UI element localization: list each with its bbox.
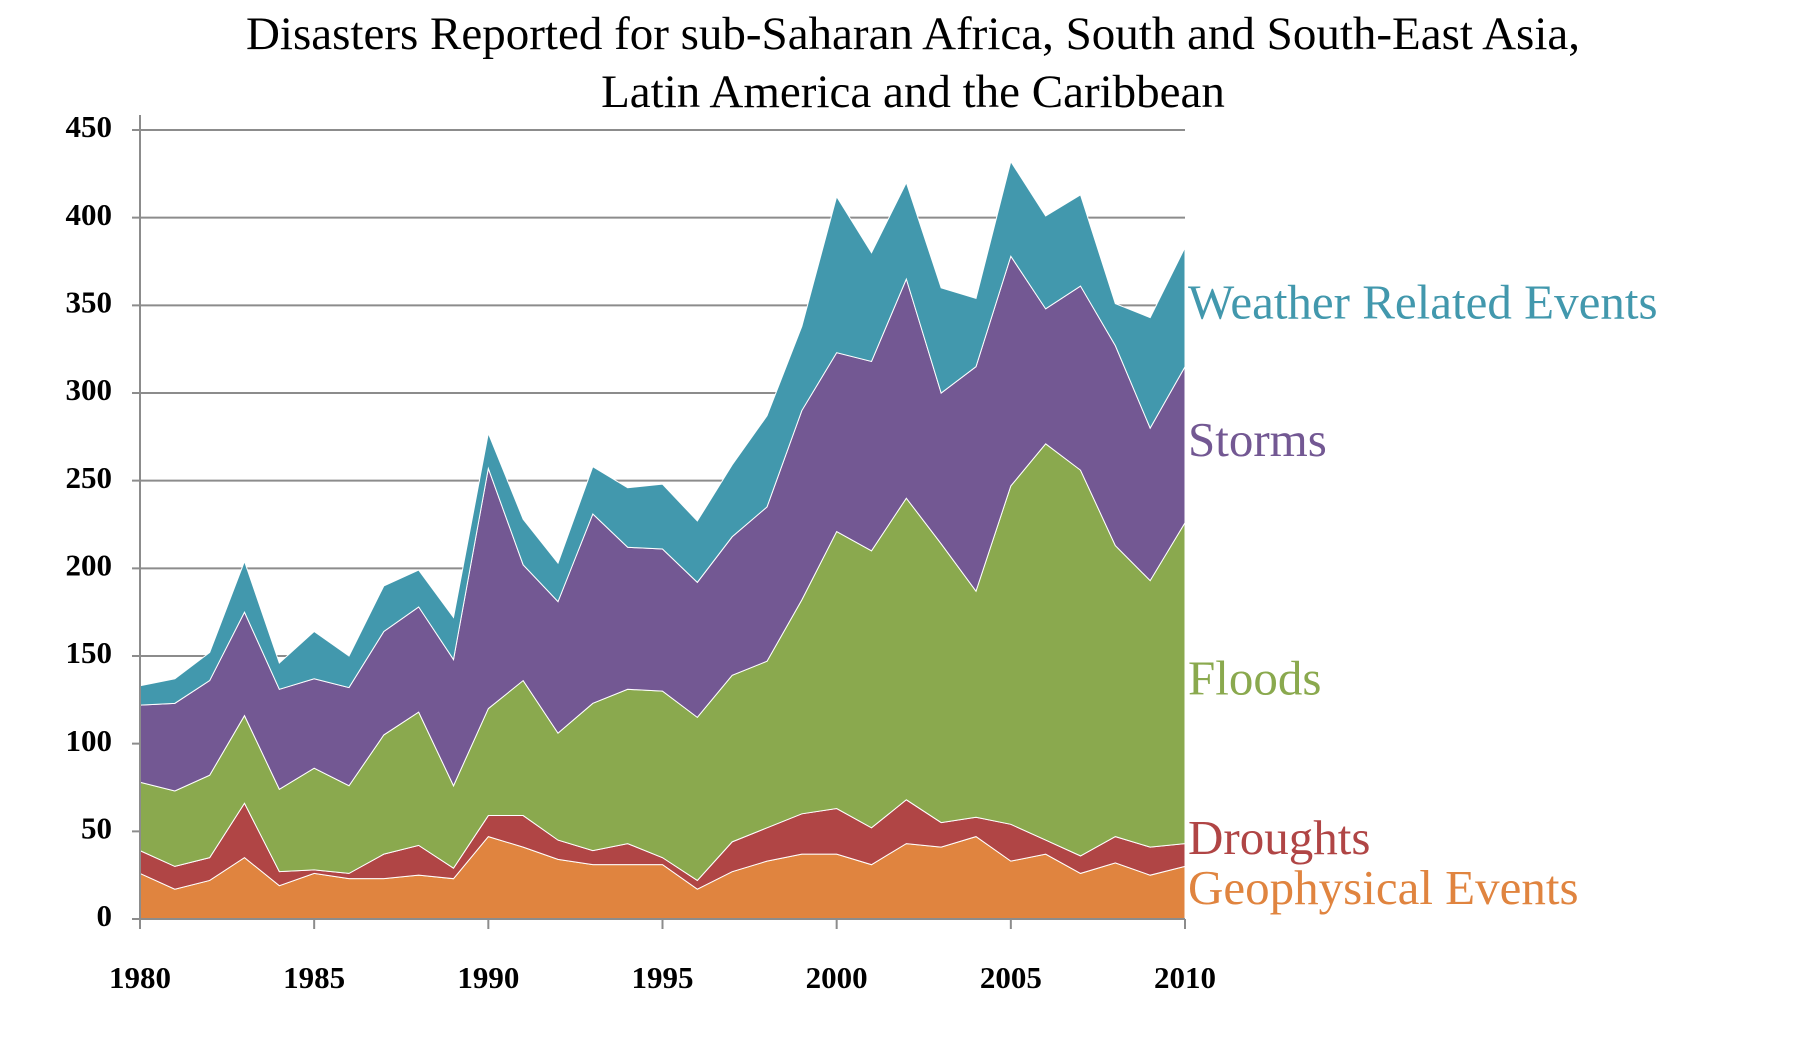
y-tick-label: 450 xyxy=(66,109,113,144)
x-tick-label: 1980 xyxy=(109,960,171,995)
y-tick-label: 400 xyxy=(66,197,113,232)
legend-label: Weather Related Events xyxy=(1188,274,1658,329)
y-tick-label: 0 xyxy=(97,898,113,933)
y-tick-label: 150 xyxy=(66,635,113,670)
y-tick-label: 250 xyxy=(66,460,113,495)
x-tick-label: 1995 xyxy=(632,960,694,995)
legend-label: Floods xyxy=(1188,650,1321,705)
legend-label: Storms xyxy=(1188,412,1327,467)
axes: 0 50 100 150 200 250 300 350 400 450 1980 1985 1990 1… xyxy=(66,109,1658,995)
x-tick-label: 2000 xyxy=(806,960,868,995)
y-tick-label: 350 xyxy=(66,284,113,319)
plot-area xyxy=(139,160,1186,920)
area xyxy=(139,160,1186,706)
y-tick-label: 50 xyxy=(81,810,112,845)
y-tick-label: 200 xyxy=(66,547,113,582)
x-tick-label: 1990 xyxy=(457,960,519,995)
chart-subtitle: Latin America and the Caribbean xyxy=(601,66,1225,118)
legend-label: Geophysical Events xyxy=(1188,860,1579,915)
x-tick-label: 2005 xyxy=(980,960,1042,995)
x-tick-label: 1985 xyxy=(283,960,345,995)
chart-title: Disasters Reported for sub-Saharan Afric… xyxy=(246,8,1580,60)
legend-label: Droughts xyxy=(1188,810,1370,865)
y-tick-label: 100 xyxy=(66,723,113,758)
x-tick-label: 2010 xyxy=(1154,960,1216,995)
y-tick-label: 300 xyxy=(66,372,113,407)
